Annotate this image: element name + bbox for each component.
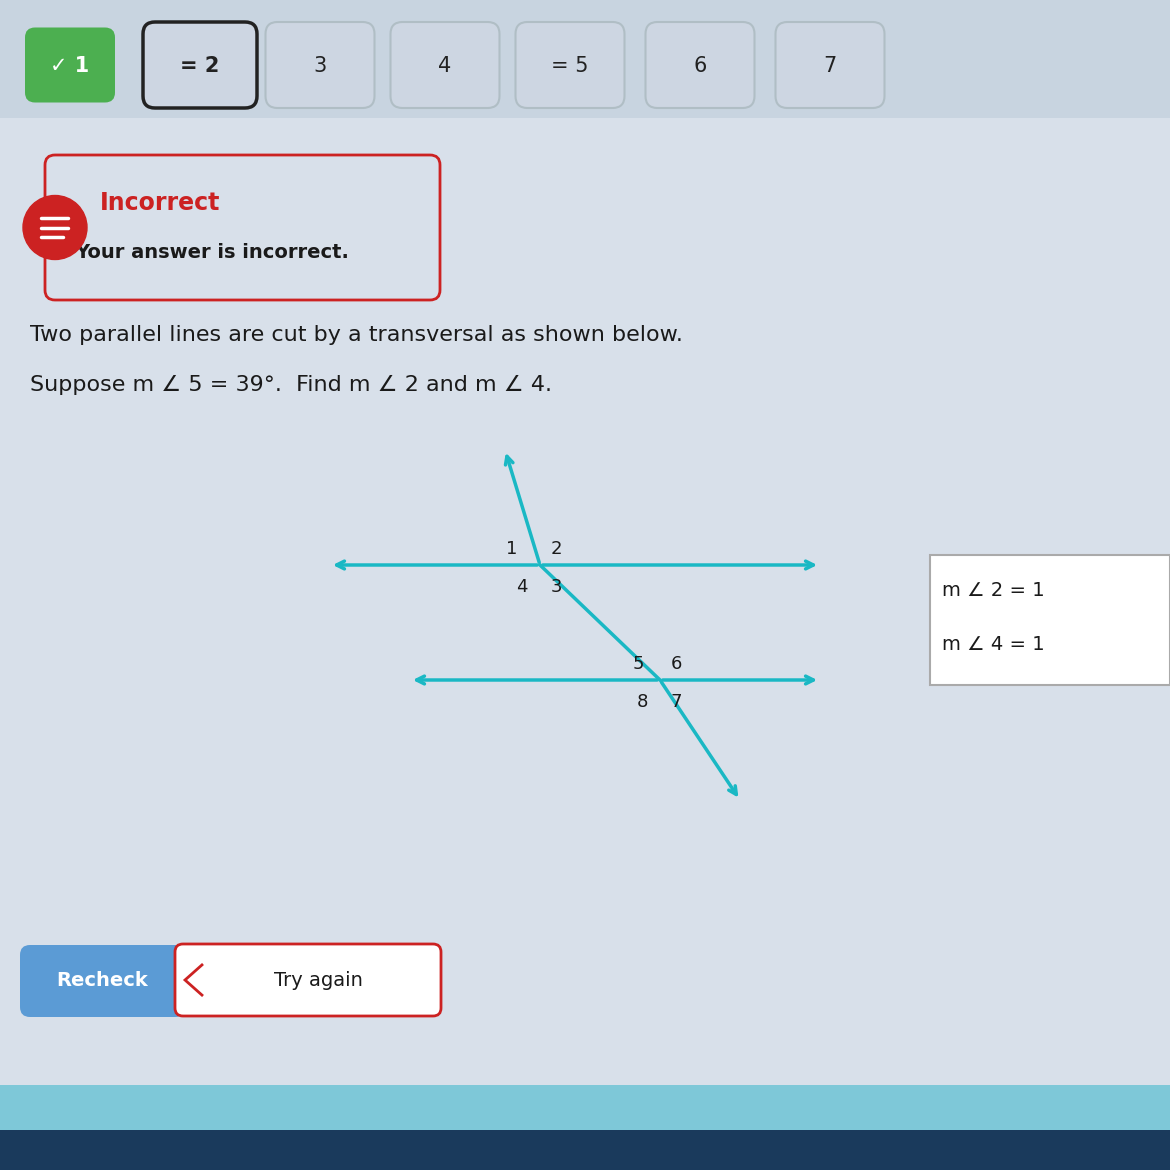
Text: 2: 2 <box>550 541 562 558</box>
Text: Suppose m ∠ 5 = 39°.  Find m ∠ 2 and m ∠ 4.: Suppose m ∠ 5 = 39°. Find m ∠ 2 and m ∠ … <box>30 376 552 395</box>
Text: = 5: = 5 <box>551 56 589 76</box>
FancyBboxPatch shape <box>391 22 500 108</box>
FancyBboxPatch shape <box>143 22 257 108</box>
FancyBboxPatch shape <box>646 22 755 108</box>
Text: 5: 5 <box>632 655 644 673</box>
Text: Two parallel lines are cut by a transversal as shown below.: Two parallel lines are cut by a transver… <box>30 325 683 345</box>
Text: Try again: Try again <box>274 970 363 990</box>
Text: ✓ 1: ✓ 1 <box>50 56 90 76</box>
Text: 1: 1 <box>507 541 517 558</box>
Text: 4: 4 <box>439 56 452 76</box>
FancyBboxPatch shape <box>516 22 625 108</box>
FancyBboxPatch shape <box>930 555 1170 684</box>
Bar <box>0 1130 1170 1170</box>
Circle shape <box>23 195 87 260</box>
Text: Recheck: Recheck <box>56 971 149 991</box>
Text: 6: 6 <box>694 56 707 76</box>
Text: 8: 8 <box>636 693 648 711</box>
Text: 3: 3 <box>314 56 326 76</box>
FancyBboxPatch shape <box>176 944 441 1016</box>
Text: 7: 7 <box>670 693 682 711</box>
FancyBboxPatch shape <box>776 22 885 108</box>
Text: 4: 4 <box>516 578 528 596</box>
Text: m ∠ 2 = 1: m ∠ 2 = 1 <box>942 580 1045 599</box>
FancyBboxPatch shape <box>20 945 185 1017</box>
FancyBboxPatch shape <box>44 154 440 300</box>
Text: 6: 6 <box>670 655 682 673</box>
Text: Incorrect: Incorrect <box>99 191 220 215</box>
Text: 3: 3 <box>550 578 562 596</box>
Text: 7: 7 <box>824 56 837 76</box>
Text: = 2: = 2 <box>180 56 220 76</box>
Text: Your answer is incorrect.: Your answer is incorrect. <box>75 243 349 262</box>
Bar <box>0 1085 1170 1130</box>
FancyBboxPatch shape <box>266 22 374 108</box>
Bar <box>0 0 1170 118</box>
Text: m ∠ 4 = 1: m ∠ 4 = 1 <box>942 635 1045 654</box>
FancyBboxPatch shape <box>25 28 115 103</box>
